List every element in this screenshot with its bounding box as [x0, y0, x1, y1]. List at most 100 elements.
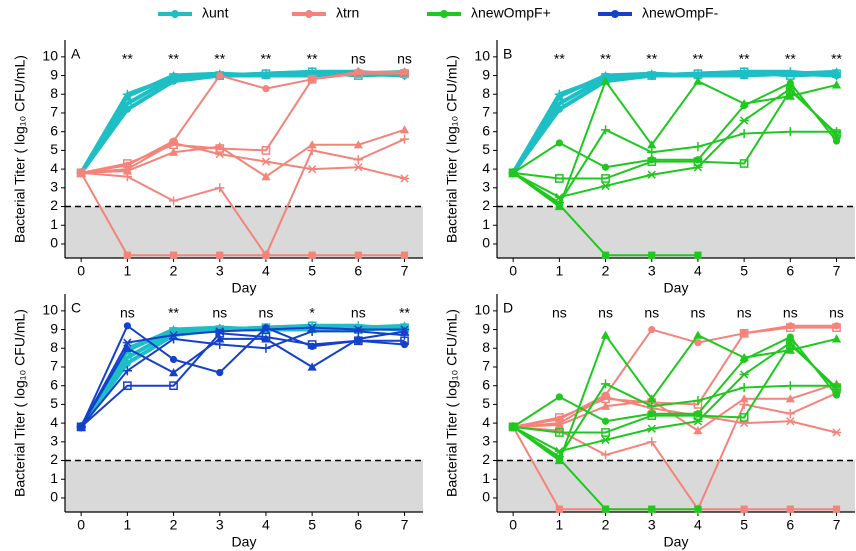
y-tick-label: 4: [482, 414, 490, 430]
y-axis-label: Bacterial Titer ( log₁₀ CFU/mL): [444, 55, 460, 243]
x-tick-label: 1: [555, 517, 563, 533]
point: [123, 381, 132, 391]
point: [168, 331, 179, 340]
y-tick-label: 3: [50, 433, 58, 449]
point: [555, 393, 563, 401]
y-tick-label: 6: [50, 122, 58, 138]
y-tick-label: 5: [50, 395, 58, 411]
y-tick-label: 10: [42, 302, 58, 318]
y-tick-label: 6: [50, 376, 58, 392]
point: [739, 413, 749, 422]
series-line: [513, 343, 838, 434]
point: [693, 76, 703, 85]
point: [739, 67, 749, 77]
legend-label: λnewOmpF+: [471, 5, 551, 21]
x-tick-label: 7: [401, 263, 409, 279]
point: [307, 164, 317, 174]
x-axis-label: Day: [664, 534, 689, 550]
point: [399, 125, 410, 134]
point: [216, 368, 224, 377]
point: [601, 251, 610, 259]
significance: *: [309, 305, 315, 321]
point: [554, 447, 564, 456]
point: [785, 409, 795, 419]
x-tick-label: 4: [694, 263, 702, 279]
point: [76, 422, 86, 431]
legend-label: λtrn: [336, 5, 359, 21]
point: [831, 131, 842, 140]
point: [168, 138, 179, 148]
series-line: [511, 69, 837, 174]
x-tick-label: 6: [354, 517, 362, 533]
panel: 0 1 2 3 4 5 6 7 8 9 10 0 1 2 3 4 5 6 7 Day Bacterial Titer (…: [12, 40, 423, 296]
series-line: [512, 382, 837, 458]
point: [600, 450, 611, 460]
point: [261, 343, 271, 353]
x-tick-label: 4: [694, 517, 702, 533]
y-tick-label: 4: [50, 160, 58, 176]
series-line: [80, 172, 405, 257]
y-tick-label: 4: [482, 160, 490, 176]
point: [169, 355, 178, 364]
point: [399, 330, 410, 340]
point: [739, 370, 749, 379]
y-tick-label: 3: [482, 433, 490, 449]
point: [122, 89, 132, 99]
point: [693, 163, 703, 172]
point: [122, 343, 132, 352]
point: [739, 353, 749, 362]
point: [601, 163, 610, 171]
y-tick-label: 2: [482, 197, 490, 213]
significance: ns: [691, 305, 706, 321]
point: [215, 183, 225, 193]
point: [353, 326, 363, 337]
significance: **: [692, 51, 703, 67]
point: [216, 251, 224, 259]
y-tick-label: 2: [50, 451, 58, 467]
point: [739, 382, 749, 393]
point: [647, 170, 657, 179]
point: [123, 322, 131, 330]
point: [785, 394, 795, 403]
legend-swatch: [440, 10, 448, 18]
point: [831, 334, 842, 343]
series-line: [512, 82, 838, 174]
panel-letter: C: [71, 300, 81, 316]
point: [122, 172, 132, 182]
y-axis-label: Bacterial Titer ( log₁₀ CFU/mL): [12, 309, 28, 497]
point: [399, 325, 410, 334]
y-tick-label: 1: [50, 216, 58, 232]
point: [647, 424, 657, 433]
point: [554, 193, 564, 202]
point: [555, 201, 563, 209]
significance: **: [214, 51, 225, 67]
point: [353, 69, 363, 79]
x-tick-label: 1: [123, 263, 131, 279]
x-tick-label: 3: [216, 263, 224, 279]
point: [694, 251, 702, 259]
y-tick-label: 6: [482, 376, 490, 392]
point: [739, 116, 749, 125]
panel-letter: B: [503, 46, 512, 62]
significance: **: [399, 305, 410, 321]
series-line: [81, 141, 405, 180]
series-line: [80, 326, 405, 428]
point: [555, 139, 563, 147]
point: [693, 417, 703, 426]
point: [739, 399, 749, 410]
x-tick-label: 7: [833, 263, 841, 279]
y-tick-label: 2: [50, 197, 58, 213]
y-tick-label: 5: [482, 141, 490, 157]
point: [168, 367, 179, 377]
point: [168, 196, 179, 206]
significance: ns: [552, 305, 567, 321]
significance: **: [168, 51, 179, 67]
series-line: [80, 330, 405, 428]
point: [308, 251, 316, 259]
y-tick-label: 9: [482, 66, 490, 82]
significance: **: [260, 51, 271, 67]
y-tick-label: 3: [50, 179, 58, 195]
x-tick-label: 1: [555, 263, 563, 279]
significance: ns: [737, 305, 752, 321]
